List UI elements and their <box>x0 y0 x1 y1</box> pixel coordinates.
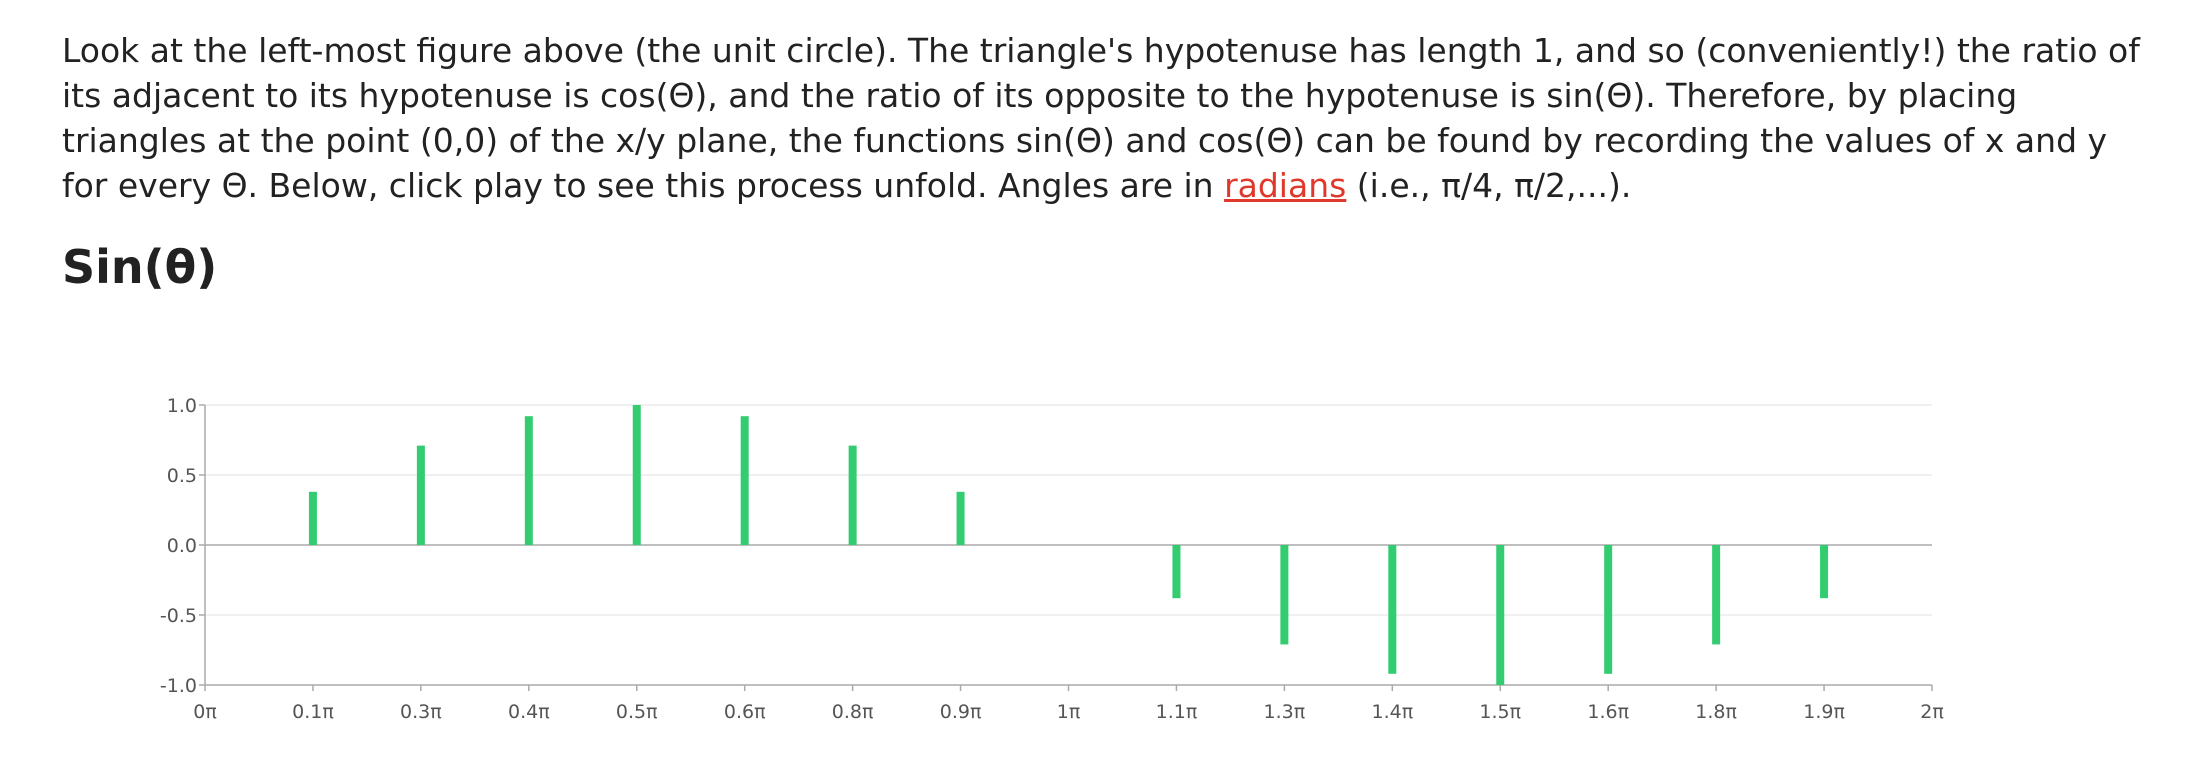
intro-text-end: (i.e., π/4, π/2,...). <box>1346 166 1632 205</box>
sin-bar <box>1388 545 1397 674</box>
sin-bar-chart: 1.0 0.5 0.0 -0.5 -1.0 0π 0.1π 0.3π 0.4π 0.5π 0.6π 0… <box>160 395 1944 723</box>
y-tick-label: 0.5 <box>167 465 197 487</box>
x-tick-label: 1.3π <box>1264 701 1306 723</box>
sin-bar <box>308 491 317 545</box>
intro-text: Look at the left-most figure above (the … <box>62 31 2140 205</box>
x-tick-label: 0.5π <box>616 701 658 723</box>
sin-bar <box>632 405 641 545</box>
intro-paragraph: Look at the left-most figure above (the … <box>62 28 2142 208</box>
sin-bar <box>1280 545 1289 645</box>
sin-bar <box>524 416 533 545</box>
x-tick-label: 0.8π <box>832 701 874 723</box>
x-tick-label: 1.4π <box>1371 701 1413 723</box>
sin-bar <box>1172 545 1181 599</box>
y-tick-label: -0.5 <box>160 605 197 627</box>
y-tick-label: -1.0 <box>160 675 197 697</box>
x-tick-label: 1π <box>1057 701 1081 723</box>
sin-bar <box>740 416 749 545</box>
sin-bar <box>1712 545 1721 645</box>
x-tick-label: 2π <box>1920 701 1944 723</box>
x-tick-label: 0.1π <box>292 701 334 723</box>
x-tick-label: 0π <box>193 701 217 723</box>
radians-link[interactable]: radians <box>1224 166 1347 205</box>
sin-bar <box>956 491 965 545</box>
sin-bar <box>1820 545 1829 599</box>
y-tick-label: 1.0 <box>167 395 197 417</box>
sin-bar <box>1496 545 1505 685</box>
x-tick-label: 0.3π <box>400 701 442 723</box>
x-tick-label: 1.1π <box>1156 701 1198 723</box>
sin-bar <box>848 445 857 545</box>
x-tick-label: 1.5π <box>1479 701 1521 723</box>
x-tick-label: 0.9π <box>940 701 982 723</box>
y-tick-label: 0.0 <box>167 535 197 557</box>
sin-bar <box>1604 545 1613 674</box>
section-title: Sin(θ) <box>62 240 218 294</box>
x-tick-label: 1.8π <box>1695 701 1737 723</box>
x-tick-label: 1.6π <box>1587 701 1629 723</box>
sin-bar <box>416 445 425 545</box>
x-tick-label: 0.4π <box>508 701 550 723</box>
x-tick-label: 0.6π <box>724 701 766 723</box>
x-tick-label: 1.9π <box>1803 701 1845 723</box>
